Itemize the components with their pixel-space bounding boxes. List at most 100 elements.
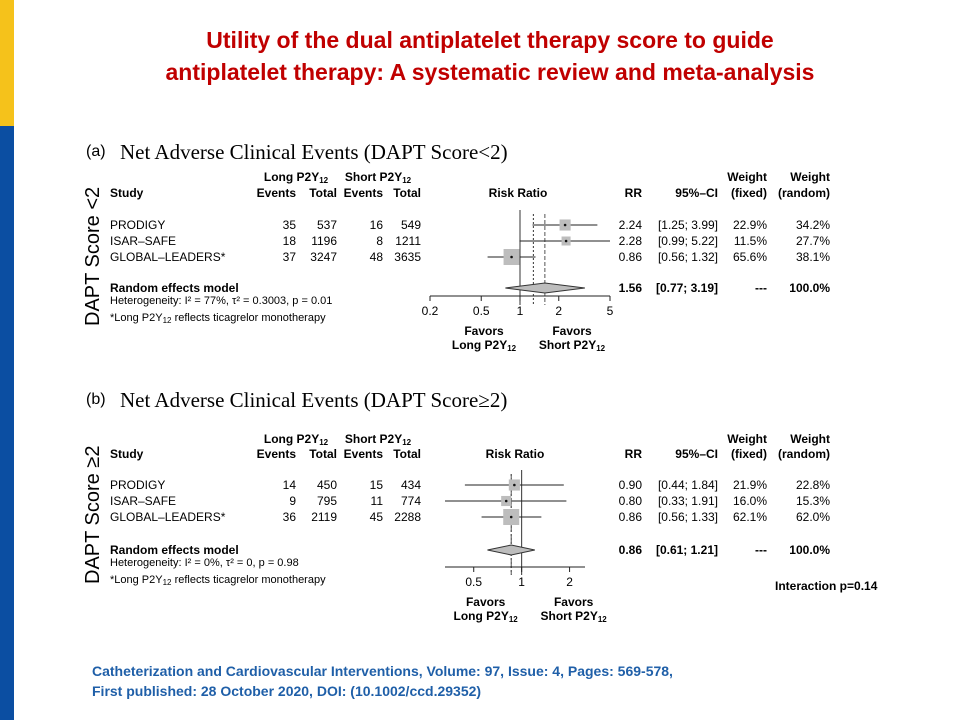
x-tick-label: 0.2 bbox=[422, 304, 439, 318]
summary-ci: [0.77; 3.19] bbox=[655, 281, 718, 295]
weight-fixed: 65.6% bbox=[732, 250, 767, 264]
short-events: 45 bbox=[369, 510, 383, 524]
header-short-events: Events bbox=[343, 447, 383, 461]
summary-diamond bbox=[505, 282, 585, 294]
short-total: 774 bbox=[400, 494, 421, 508]
study-point bbox=[510, 255, 513, 259]
short-events: 16 bbox=[369, 218, 383, 232]
slide-title: Utility of the dual antiplatelet therapy… bbox=[60, 24, 920, 88]
rr-value: 0.86 bbox=[618, 510, 642, 524]
citation-line2: First published: 28 October 2020, DOI: (… bbox=[92, 683, 482, 699]
study-point bbox=[563, 223, 567, 227]
header-fixed: (fixed) bbox=[731, 447, 767, 461]
summary-diamond bbox=[487, 544, 535, 556]
favors-right-group: Short P2Y12 bbox=[540, 609, 607, 624]
citation-line1: Catheterization and Cardiovascular Inter… bbox=[92, 663, 673, 679]
panel-letter: (a) bbox=[86, 143, 106, 160]
favors-right-word: Favors bbox=[552, 324, 592, 338]
short-total: 434 bbox=[400, 478, 421, 492]
short-events: 11 bbox=[370, 494, 383, 508]
header-short-total: Total bbox=[393, 186, 421, 200]
weight-random: 15.3% bbox=[795, 494, 830, 508]
weight-random: 22.8% bbox=[795, 478, 830, 492]
summary-label: Random effects model bbox=[110, 543, 239, 557]
x-tick-label: 0.5 bbox=[473, 304, 490, 318]
slide-title-line1: Utility of the dual antiplatelet therapy… bbox=[206, 27, 774, 53]
x-tick-label: 2 bbox=[566, 575, 573, 589]
summary-ci: [0.61; 1.21] bbox=[655, 543, 718, 557]
study-name: PRODIGY bbox=[110, 218, 166, 232]
x-tick-label: 5 bbox=[607, 304, 614, 318]
header-long-events: Events bbox=[256, 186, 296, 200]
summary-weight-fixed: --- bbox=[755, 543, 767, 557]
header-weight-fixed: Weight bbox=[727, 170, 767, 184]
weight-fixed: 11.5% bbox=[733, 234, 767, 248]
study-point bbox=[504, 499, 508, 503]
favors-left-word: Favors bbox=[464, 324, 504, 338]
long-events: 14 bbox=[282, 478, 296, 492]
rr-value: 0.90 bbox=[618, 478, 642, 492]
favors-left-group: Long P2Y12 bbox=[451, 338, 517, 353]
long-total: 1196 bbox=[311, 234, 337, 248]
long-total: 2119 bbox=[311, 510, 337, 524]
long-events: 18 bbox=[282, 234, 296, 248]
header-risk-ratio: Risk Ratio bbox=[488, 186, 548, 200]
study-point bbox=[513, 483, 516, 487]
header-short-group: Short P2Y12 bbox=[344, 432, 412, 447]
favors-left-word: Favors bbox=[465, 595, 506, 609]
short-total: 3635 bbox=[394, 250, 421, 264]
study-name: GLOBAL–LEADERS* bbox=[110, 250, 226, 264]
yellow-accent-bar bbox=[0, 0, 14, 126]
header-short-events: Events bbox=[343, 186, 383, 200]
favors-right-group: Short P2Y12 bbox=[538, 338, 606, 353]
weight-fixed: 62.1% bbox=[732, 510, 767, 524]
study-point bbox=[509, 515, 513, 519]
header-weight-random: Weight bbox=[790, 432, 830, 446]
short-total: 2288 bbox=[394, 510, 421, 524]
header-long-group: Long P2Y12 bbox=[263, 432, 329, 447]
study-name: ISAR–SAFE bbox=[110, 494, 177, 508]
ci-value: [1.25; 3.99] bbox=[657, 218, 718, 232]
summary-weight-fixed: --- bbox=[755, 281, 767, 295]
short-total: 1211 bbox=[395, 234, 421, 248]
panel-heading: Net Adverse Clinical Events (DAPT Score<… bbox=[120, 140, 508, 164]
long-events: 9 bbox=[289, 494, 296, 508]
study-name: ISAR–SAFE bbox=[110, 234, 177, 248]
summary-weight-random: 100.0% bbox=[789, 543, 830, 557]
blue-accent-bar bbox=[0, 126, 14, 720]
long-events: 37 bbox=[282, 250, 296, 264]
header-short-group: Short P2Y12 bbox=[344, 170, 412, 185]
header-weight-random: Weight bbox=[790, 170, 830, 184]
rr-value: 2.28 bbox=[618, 234, 642, 248]
rr-value: 0.86 bbox=[618, 250, 642, 264]
header-risk-ratio: Risk Ratio bbox=[485, 447, 545, 461]
study-point bbox=[564, 239, 568, 243]
summary-weight-random: 100.0% bbox=[789, 281, 830, 295]
citation: Catheterization and Cardiovascular Inter… bbox=[92, 661, 912, 701]
header-fixed: (fixed) bbox=[731, 186, 767, 200]
header-rr: RR bbox=[624, 447, 642, 461]
short-events: 8 bbox=[376, 234, 383, 248]
study-name: PRODIGY bbox=[110, 478, 166, 492]
long-total: 450 bbox=[316, 478, 337, 492]
header-ci: 95%–CI bbox=[675, 447, 718, 461]
short-total: 549 bbox=[400, 218, 421, 232]
ci-value: [0.56; 1.33] bbox=[657, 510, 718, 524]
footnote: *Long P2Y12 reflects ticagrelor monother… bbox=[110, 574, 326, 587]
long-total: 537 bbox=[316, 218, 337, 232]
study-name: GLOBAL–LEADERS* bbox=[110, 510, 226, 524]
panel-heading: Net Adverse Clinical Events (DAPT Score≥… bbox=[120, 388, 508, 412]
long-total: 3247 bbox=[310, 250, 337, 264]
summary-label: Random effects model bbox=[110, 281, 239, 295]
header-long-total: Total bbox=[309, 186, 337, 200]
x-tick-label: 2 bbox=[555, 304, 562, 318]
weight-random: 27.7% bbox=[795, 234, 830, 248]
footnote: *Long P2Y12 reflects ticagrelor monother… bbox=[110, 312, 326, 325]
header-ci: 95%–CI bbox=[675, 186, 718, 200]
weight-fixed: 16.0% bbox=[732, 494, 767, 508]
x-tick-label: 0.5 bbox=[465, 575, 482, 589]
header-random: (random) bbox=[778, 447, 830, 461]
header-random: (random) bbox=[778, 186, 830, 200]
heterogeneity: Heterogeneity: I² = 77%, τ² = 0.3003, p … bbox=[110, 295, 333, 307]
